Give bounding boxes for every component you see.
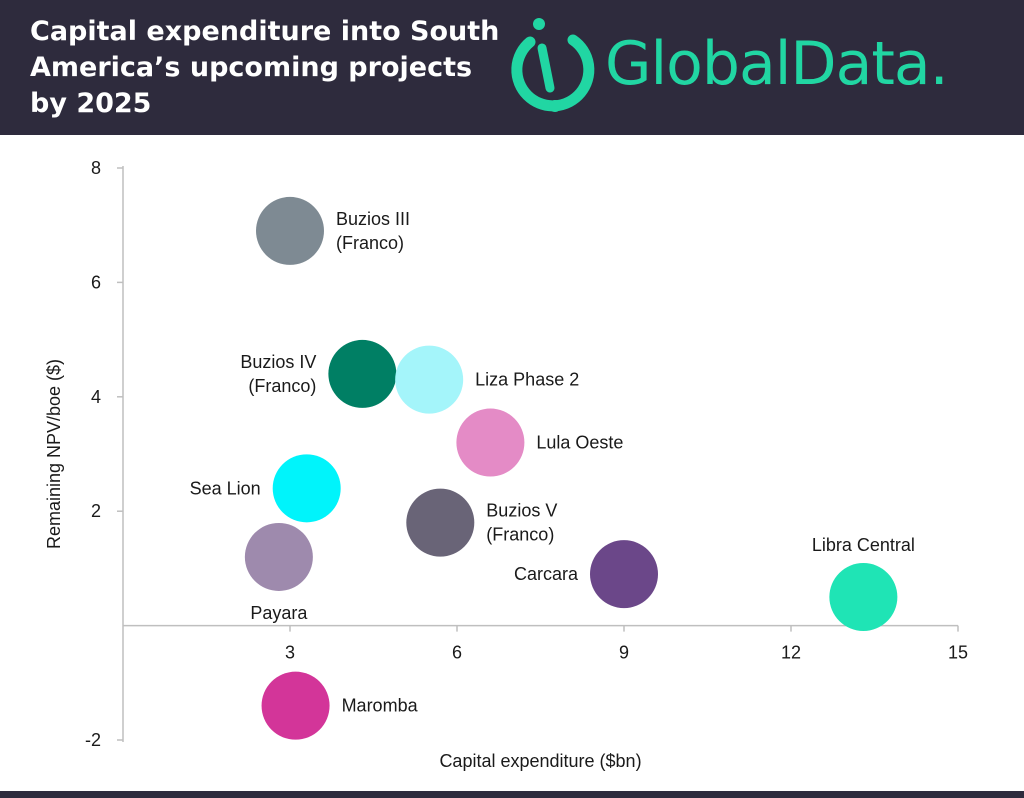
data-point-label: Carcara	[514, 564, 579, 584]
data-point	[406, 488, 475, 557]
data-point	[328, 339, 397, 408]
data-point-label: Libra Central	[812, 535, 915, 555]
x-axis-title: Capital expenditure ($bn)	[439, 751, 641, 771]
data-point	[261, 671, 330, 740]
data-point-label: Liza Phase 2	[475, 370, 579, 390]
y-axis-title: Remaining NPV/boe ($)	[44, 359, 64, 549]
data-point-label-line: (Franco)	[486, 525, 554, 545]
logo-dot-top	[533, 18, 545, 30]
data-point-label-line: Lula Oeste	[536, 433, 623, 453]
data-point-label: Maromba	[342, 696, 419, 716]
data-point	[244, 522, 313, 591]
data-point-label-line: Payara	[250, 603, 308, 623]
data-point-label: Buzios IV (Franco)	[240, 352, 316, 396]
data-point	[590, 540, 658, 609]
logo-dot-bottom	[549, 100, 561, 112]
page-title: Capital expenditure into South America’s…	[30, 16, 500, 119]
data-point-label-line: Sea Lion	[190, 478, 261, 498]
data-point	[829, 563, 898, 631]
data-point-label-line: (Franco)	[248, 376, 316, 396]
data-point-label-line: Libra Central	[812, 535, 915, 555]
y-tick-label: 6	[91, 272, 101, 292]
x-tick-label: 15	[948, 643, 968, 663]
data-point-label-line: Buzios IV	[240, 352, 316, 372]
data-point-label-line: Buzios III	[336, 209, 410, 229]
data-point	[256, 196, 324, 265]
data-point	[272, 454, 341, 523]
scatter-chart: -2 2 4 6 8 3 6 9 12 15 Capital expenditure ($bn) Re…	[44, 158, 968, 771]
data-point	[456, 408, 525, 477]
y-tick-label: 2	[91, 501, 101, 521]
data-point-label: Payara	[250, 603, 308, 623]
data-point-label-line: Carcara	[514, 564, 579, 584]
data-point-label: Buzios V (Franco)	[486, 501, 557, 545]
y-tick-label: 8	[91, 158, 101, 178]
data-point-label-line: Liza Phase 2	[475, 370, 579, 390]
header-banner: Capital expenditure into South America’s…	[0, 0, 1024, 135]
x-tick-label: 9	[619, 643, 629, 663]
footer-bar	[0, 791, 1024, 798]
data-point-label-line: (Franco)	[336, 233, 404, 253]
globaldata-logo: GlobalData.	[505, 10, 1015, 125]
x-tick-label: 6	[452, 643, 462, 663]
x-tick-label: 12	[781, 643, 801, 663]
y-tick-label: 4	[91, 387, 101, 407]
logo-wordmark: GlobalData.	[605, 29, 949, 99]
y-tick-label: -2	[85, 730, 101, 750]
data-point	[395, 345, 464, 414]
data-point-label: Sea Lion	[190, 478, 261, 498]
globaldata-logo-icon	[511, 18, 595, 112]
logo-ring	[511, 34, 595, 112]
data-point-label-line: Maromba	[342, 696, 419, 716]
data-point-label: Lula Oeste	[536, 433, 623, 453]
data-point-label: Buzios III (Franco)	[336, 209, 410, 253]
data-point-label-line: Buzios V	[486, 501, 557, 521]
x-tick-label: 3	[285, 643, 295, 663]
logo-slash	[537, 43, 555, 93]
